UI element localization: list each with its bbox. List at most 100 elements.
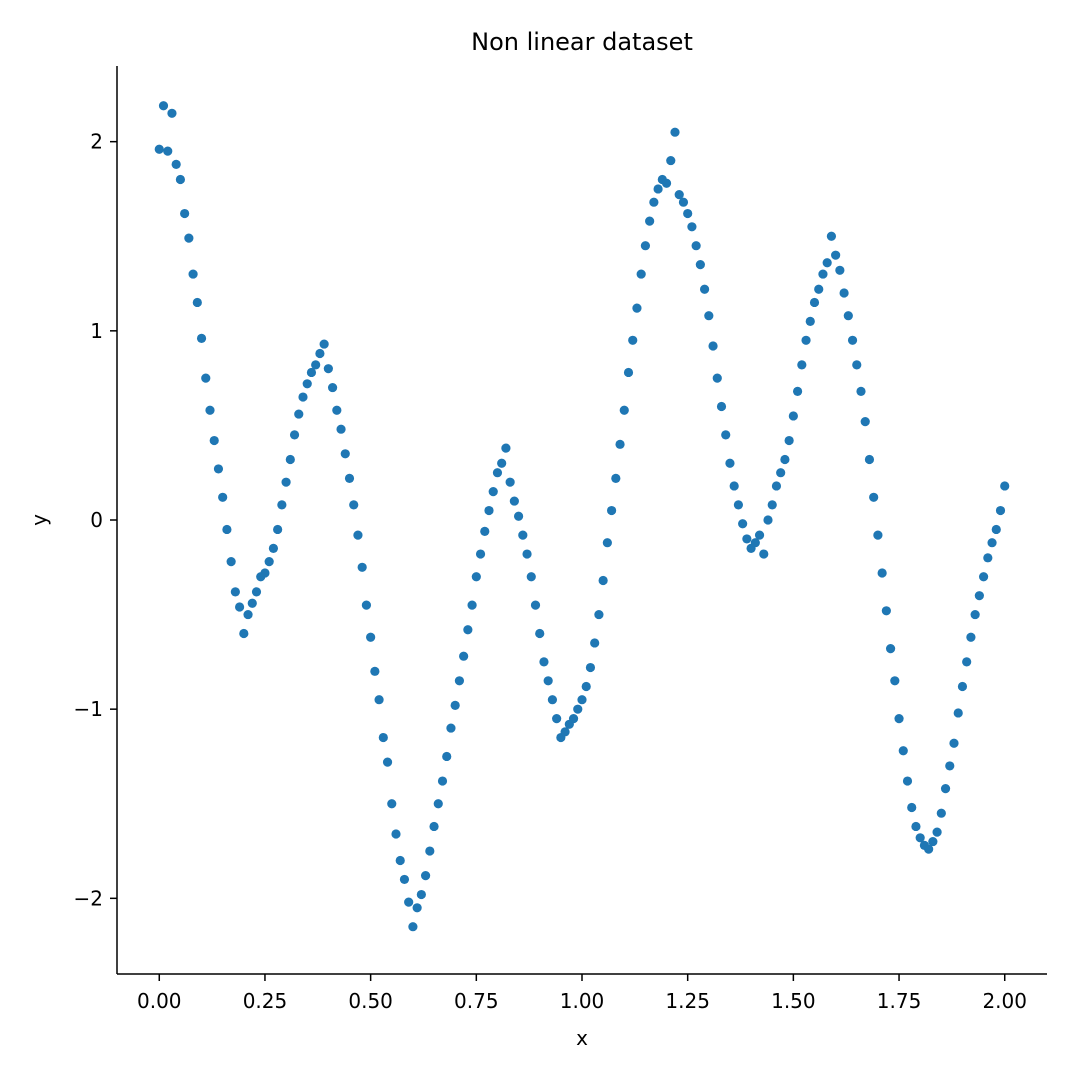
scatter-point — [704, 311, 714, 321]
scatter-point — [978, 572, 989, 582]
scatter-point — [196, 333, 207, 343]
scatter-point — [361, 600, 372, 610]
scatter-point — [505, 477, 515, 487]
scatter-point — [484, 505, 494, 516]
scatter-point — [167, 108, 177, 118]
scatter-point — [987, 538, 997, 548]
scatter-point — [247, 598, 257, 608]
scatter-point — [983, 553, 993, 563]
scatter-point — [420, 871, 431, 881]
scatter-point — [552, 714, 562, 724]
scatter-point — [408, 922, 418, 932]
scatter-point — [446, 723, 456, 733]
x-tick-label: 0.00 — [137, 989, 182, 1013]
scatter-point — [230, 587, 240, 597]
scatter-point — [738, 519, 748, 529]
scatter-point — [716, 401, 727, 412]
scatter-point — [442, 751, 452, 762]
scatter-point — [860, 417, 870, 427]
scatter-point — [894, 714, 904, 724]
scatter-point — [822, 258, 832, 268]
scatter-point — [336, 424, 346, 434]
x-tick-label: 1.75 — [877, 989, 922, 1013]
scatter-point — [260, 568, 270, 578]
scatter-point — [319, 339, 329, 349]
scatter-point — [180, 208, 190, 219]
scatter-point — [234, 602, 245, 612]
scatter-point — [585, 662, 596, 673]
scatter-point — [315, 348, 325, 359]
scatter-point — [205, 405, 215, 415]
scatter-point — [835, 265, 845, 275]
scatter-point — [433, 799, 443, 809]
scatter-point — [492, 468, 503, 478]
scatter-point — [653, 184, 663, 194]
scatter-point — [509, 496, 519, 506]
scatter-point — [970, 609, 980, 620]
scatter-point — [577, 695, 587, 705]
scatter-point — [776, 468, 786, 478]
scatter-point — [801, 335, 811, 345]
scatter-point — [526, 572, 536, 582]
scatter-point — [370, 666, 380, 676]
scatter-point — [750, 538, 760, 548]
scatter-point — [471, 572, 481, 582]
scatter-point — [226, 557, 236, 567]
y-axis-ticks: −2 −1 0 1 2 — [74, 130, 117, 910]
x-tick-label: 0.25 — [243, 989, 288, 1013]
scatter-point — [881, 606, 891, 616]
scatter-point — [670, 127, 680, 137]
scatter-point — [404, 897, 414, 907]
scatter-point — [387, 799, 397, 809]
scatter-point — [902, 776, 913, 786]
scatter-point — [936, 808, 946, 818]
scatter-point — [869, 492, 879, 502]
scatter-point — [763, 515, 773, 525]
x-tick-label: 1.25 — [665, 989, 710, 1013]
scatter-point — [797, 360, 807, 370]
scatter-point — [501, 443, 511, 453]
scatter-point — [852, 360, 862, 370]
scatter-point — [687, 222, 697, 232]
scatter-point — [754, 530, 765, 540]
scatter-point — [839, 288, 849, 298]
scatter-point — [184, 233, 194, 243]
scatter-point — [1000, 481, 1010, 491]
scatter-point — [649, 197, 659, 207]
scatter-point — [285, 454, 295, 465]
scatter-point — [158, 101, 169, 111]
scatter-point — [378, 732, 388, 743]
scatter-point — [412, 903, 422, 913]
scatter-point — [814, 284, 824, 294]
scatter-point — [873, 530, 883, 540]
scatter-point — [425, 846, 435, 856]
data-points — [154, 101, 1010, 932]
scatter-point — [721, 430, 731, 440]
scatter-point — [222, 524, 232, 535]
scatter-point — [898, 746, 908, 756]
scatter-point — [953, 708, 963, 718]
scatter-point — [725, 458, 735, 468]
scatter-point — [957, 681, 968, 692]
x-axis-ticks: 0.00 0.25 0.50 0.75 1.00 1.25 1.50 1.75 2.00 — [137, 974, 1027, 1013]
scatter-point — [661, 178, 672, 188]
scatter-point — [289, 430, 300, 440]
y-tick-label: 0 — [90, 508, 103, 532]
scatter-point — [522, 549, 532, 559]
scatter-point — [907, 802, 917, 813]
scatter-point — [175, 174, 186, 185]
scatter-point — [344, 473, 355, 483]
scatter-point — [239, 628, 249, 639]
scatter-point — [877, 568, 887, 578]
y-tick-label: −2 — [74, 886, 103, 910]
scatter-point — [416, 889, 426, 900]
scatter-point — [864, 454, 875, 465]
scatter-point — [742, 534, 752, 544]
scatter-point — [640, 241, 651, 251]
scatter-point — [382, 757, 393, 767]
scatter-point — [911, 821, 921, 832]
scatter-point — [683, 208, 693, 219]
scatter-point — [475, 549, 486, 559]
